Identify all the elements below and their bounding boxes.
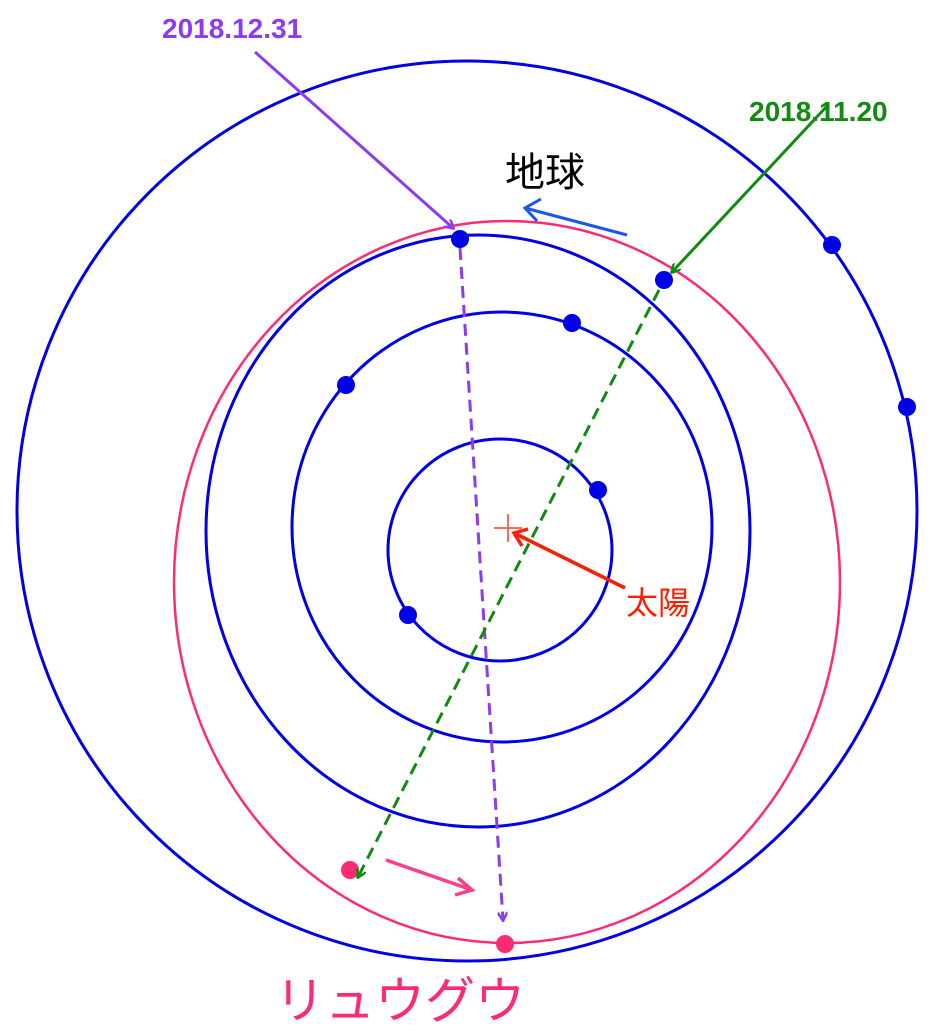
pointer-arrow-2018-11-20 [672, 103, 830, 272]
outer-orbit [15, 59, 919, 963]
planet-dot [655, 271, 673, 289]
earth-label: 地球 [505, 150, 585, 196]
planet-dot [898, 398, 916, 416]
ryugu-direction-arrow [385, 858, 476, 897]
planet-dot [823, 236, 841, 254]
sun-pointer-arrow [511, 527, 626, 590]
planet-dot [451, 230, 469, 248]
ryugu-dot [496, 935, 514, 953]
planet-dot [589, 481, 607, 499]
pointer-arrow-2018-12-31 [254, 50, 453, 228]
planet-dot [399, 606, 417, 624]
orbit-mars [204, 233, 752, 829]
earth-direction-arrow [522, 197, 628, 237]
date-label-2018-11-20: 2018.11.20 [749, 96, 888, 127]
planet-dot [563, 314, 581, 332]
date-label-2018-12-31: 2018.12.31 [162, 13, 302, 44]
sightline-2018-12-31 [458, 247, 503, 920]
planet-dot [337, 376, 355, 394]
sightline-2018-11-20 [358, 289, 661, 877]
orbit-earth [290, 310, 714, 744]
ryugu-label: リュウグウ [275, 972, 525, 1029]
orbit-venus [386, 437, 614, 663]
sun-label: 太陽 [626, 584, 690, 622]
ryugu-dot [341, 861, 359, 879]
plus-icon [494, 514, 522, 542]
ryugu-orbit [172, 219, 842, 945]
